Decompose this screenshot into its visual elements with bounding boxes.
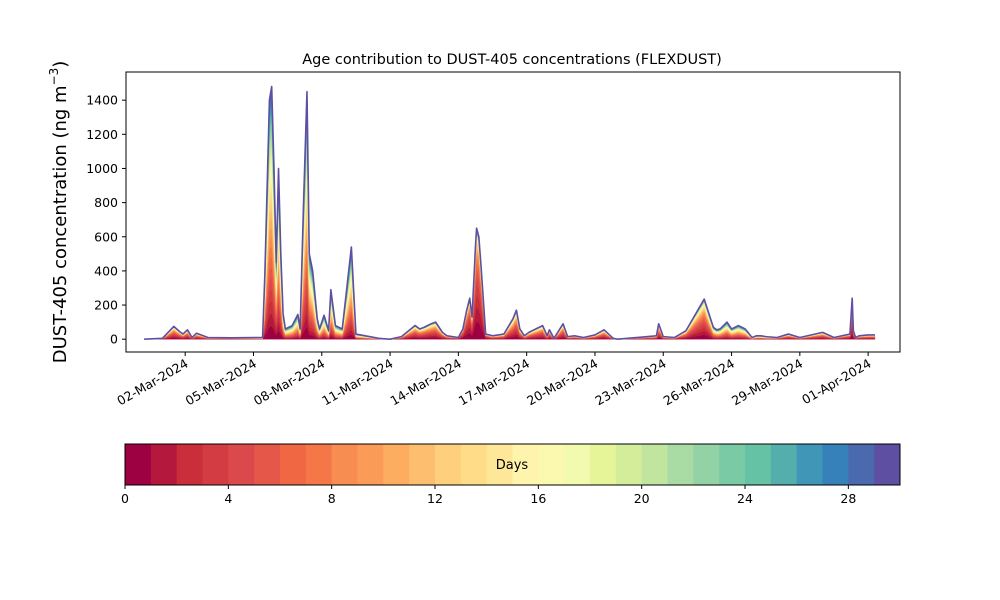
x-tick-label: 11-Mar-2024 (319, 356, 395, 409)
colorbar-bin (305, 444, 333, 485)
colorbar-bin (331, 444, 358, 485)
x-tick-label: 26-Mar-2024 (661, 356, 737, 409)
y-tick-label: 0 (110, 332, 118, 347)
colorbar-bins (125, 444, 901, 485)
colorbar-bin (486, 444, 513, 485)
colorbar-bin (822, 444, 849, 485)
colorbar-bin (564, 444, 591, 485)
colorbar-bin (460, 444, 488, 485)
colorbar-tick-label: 12 (427, 491, 443, 506)
x-axis: 02-Mar-202405-Mar-202408-Mar-202411-Mar-… (114, 352, 874, 409)
colorbar-bin (770, 444, 798, 485)
colorbar-bin (745, 444, 772, 485)
plot-frame (125, 71, 901, 353)
x-tick-label: 17-Mar-2024 (456, 356, 532, 409)
colorbar-bin (150, 444, 178, 485)
colorbar-bin (409, 444, 436, 485)
colorbar-frame (124, 443, 901, 486)
y-tick-label: 200 (94, 298, 118, 313)
colorbar-bin (125, 444, 152, 485)
y-axis-label-sup: −3 (47, 68, 61, 86)
colorbar-bin (383, 444, 410, 485)
colorbar-bin (202, 444, 229, 485)
colorbar-tick-label: 20 (634, 491, 650, 506)
colorbar-tick-label: 24 (737, 491, 753, 506)
y-axis-label-close: ) (50, 61, 71, 68)
colorbar-ticks: 0 4 8 12 16 20 24 28 (121, 485, 856, 506)
y-tick-label: 400 (94, 263, 118, 278)
x-tick-label: 20-Mar-2024 (524, 356, 600, 409)
x-tick-label: 08-Mar-2024 (251, 356, 327, 409)
x-tick-label: 29-Mar-2024 (729, 356, 805, 409)
colorbar-tick-label: 4 (224, 491, 232, 506)
y-tick-label: 600 (94, 229, 118, 244)
colorbar-bin (176, 444, 203, 485)
y-axis: 0 200 400 600 800 1000 1200 1400 (86, 93, 126, 347)
colorbar-tick-label: 8 (328, 491, 336, 506)
colorbar-bin (280, 444, 307, 485)
chart-title: Age contribution to DUST-405 concentrati… (302, 52, 722, 68)
colorbar-bin (641, 444, 668, 485)
colorbar-tick-label: 28 (840, 491, 856, 506)
y-axis-label-main: DUST-405 concentration (ng m (50, 85, 71, 363)
y-tick-label: 1000 (86, 161, 118, 176)
plot-area (125, 71, 901, 353)
colorbar-bin (254, 444, 281, 485)
colorbar-tick-label: 0 (121, 491, 129, 506)
x-tick-label: 05-Mar-2024 (183, 356, 259, 409)
y-axis-label: DUST-405 concentration (ng m−3) (47, 61, 71, 364)
x-tick-label: 02-Mar-2024 (114, 356, 190, 409)
colorbar-bin (435, 444, 462, 485)
y-tick-label: 1200 (86, 127, 118, 142)
colorbar-bin (693, 444, 720, 485)
plot-background (126, 72, 900, 352)
age-contribution-areas (144, 85, 876, 340)
colorbar-bin (796, 444, 823, 485)
total-line (144, 85, 875, 340)
colorbar-bin (512, 444, 539, 485)
colorbar-bin (357, 444, 384, 485)
x-tick-label: 23-Mar-2024 (592, 356, 668, 409)
colorbar: Days 0 4 8 12 16 20 24 28 (121, 443, 901, 506)
colorbar-bin (538, 444, 565, 485)
colorbar-tick-label: 16 (530, 491, 546, 506)
colorbar-label: Days (496, 458, 529, 473)
colorbar-bin (615, 444, 643, 485)
colorbar-bin (719, 444, 746, 485)
y-tick-label: 800 (94, 195, 118, 210)
x-tick-label: 14-Mar-2024 (387, 356, 463, 409)
colorbar-bin (228, 444, 255, 485)
colorbar-bin (874, 444, 901, 485)
y-tick-label: 1400 (86, 93, 118, 108)
colorbar-bin (667, 444, 694, 485)
colorbar-bin (590, 444, 617, 485)
colorbar-bin (848, 444, 875, 485)
x-tick-label: 01-Apr-2024 (799, 356, 873, 408)
